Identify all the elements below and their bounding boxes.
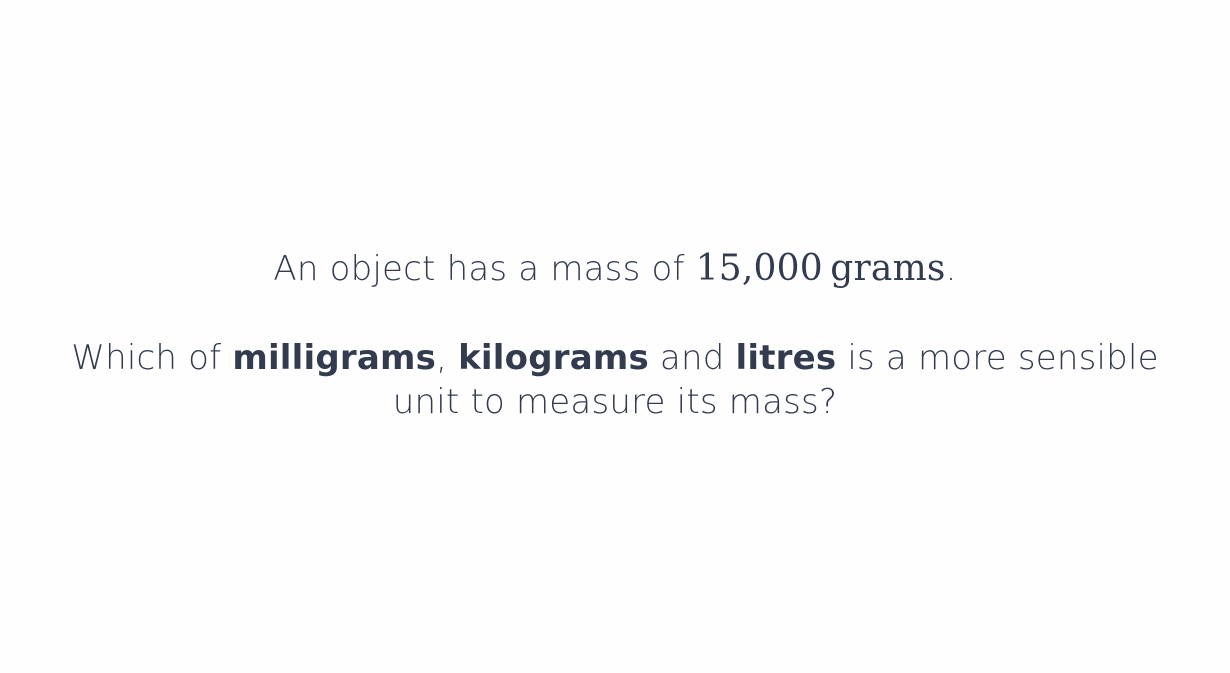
prompt-prefix: Which of: [71, 338, 233, 378]
separator-and: and: [648, 338, 736, 378]
mass-unit: grams: [830, 248, 946, 289]
mass-value: 15,000: [695, 248, 823, 289]
option-kilograms: kilograms: [458, 338, 649, 378]
statement-suffix: .: [945, 249, 957, 289]
option-litres: litres: [735, 338, 837, 378]
option-milligrams: milligrams: [232, 338, 437, 378]
prompt-suffix: is a more sensible unit to measure its m…: [392, 338, 1159, 422]
question-statement: An object has a mass of 15,000 grams.: [0, 246, 1230, 292]
separator-comma: ,: [436, 338, 459, 378]
statement-prefix: An object has a mass of: [273, 249, 696, 289]
question-prompt: Which of milligrams, kilograms and litre…: [40, 336, 1190, 424]
